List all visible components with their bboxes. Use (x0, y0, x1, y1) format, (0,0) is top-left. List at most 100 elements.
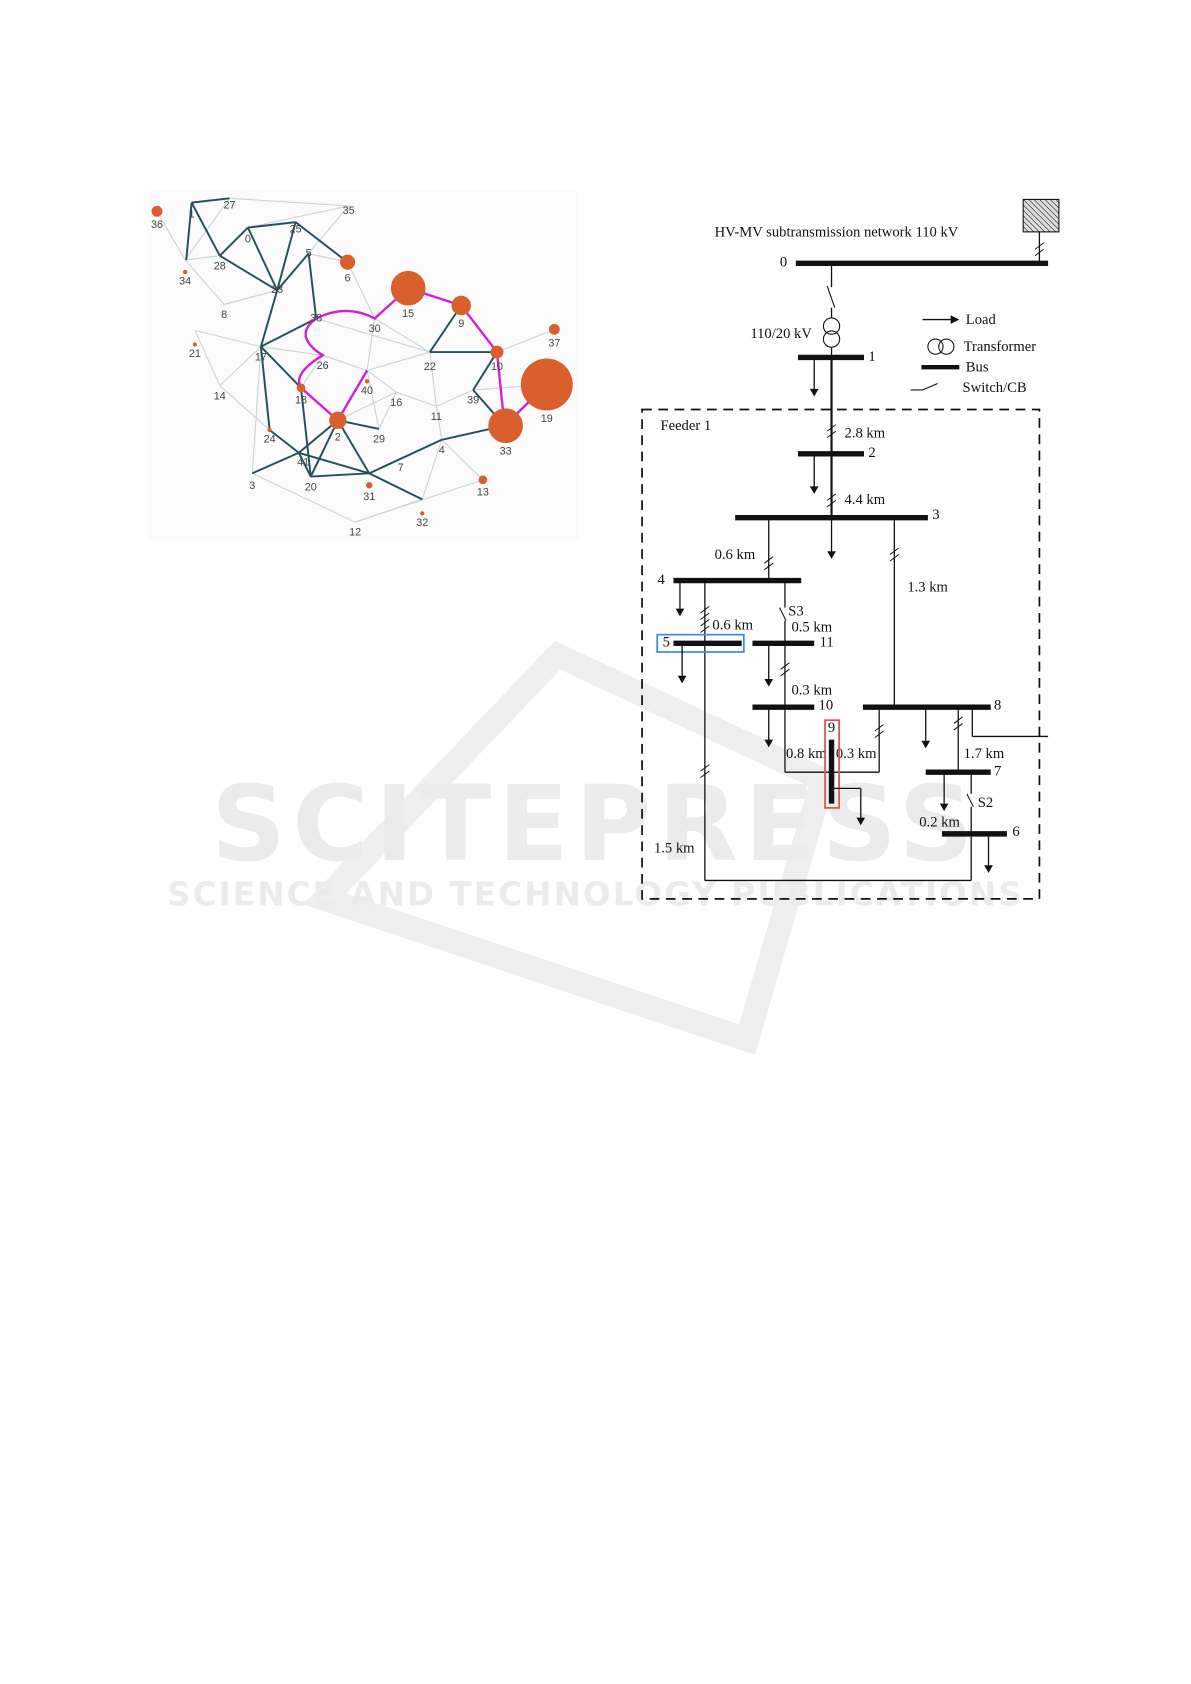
node (548, 323, 560, 335)
grid-hatch (1022, 226, 1029, 233)
edge (374, 318, 431, 353)
edge (496, 328, 555, 353)
edge (184, 198, 230, 261)
load-arrow (984, 865, 993, 873)
node-label: 17 (255, 351, 267, 363)
edge (260, 346, 323, 356)
edge-heavy (297, 452, 312, 478)
edge-heavy (368, 472, 423, 501)
node-label: 41 (297, 456, 309, 468)
node-label: 23 (271, 284, 283, 296)
grid-source (1022, 198, 1060, 233)
node-label: 9 (458, 318, 464, 330)
edge-heavy (276, 221, 297, 291)
node-label: 10 (491, 361, 503, 373)
grid-hatch (1022, 210, 1046, 233)
single-line-diagram: HV-MV subtransmission network 110 kV0110… (641, 198, 1060, 900)
edge-heavy (219, 254, 278, 292)
node (329, 411, 347, 429)
edge (435, 406, 443, 440)
node-label: 5 (306, 247, 312, 259)
diagram-label: 1.5 km (654, 840, 695, 856)
diagram-label: 7 (994, 764, 1001, 780)
diagram-label: 4 (657, 572, 665, 588)
load-arrow (809, 388, 819, 397)
load-arrow (677, 675, 687, 684)
edge (441, 439, 484, 481)
diagram-label: 2.8 km (845, 426, 886, 442)
diagram-label: 3 (932, 507, 939, 523)
edge (247, 205, 349, 229)
load-arrow (856, 817, 866, 826)
diagram-label: Feeder 1 (660, 418, 711, 434)
edge-heavy (276, 252, 310, 291)
transformer-winding (938, 338, 955, 355)
transformer-winding (927, 338, 944, 355)
node-label: 27 (224, 200, 236, 212)
wire (922, 382, 938, 391)
edge (366, 370, 380, 430)
diagram-label: 0.6 km (715, 547, 756, 563)
node-label: 22 (424, 361, 436, 373)
hatch (700, 606, 710, 614)
node (182, 269, 188, 275)
diagram-label: 0.3 km (836, 746, 877, 762)
grid-hatch (1033, 199, 1060, 225)
highlight-box (824, 719, 840, 809)
node-label: 19 (541, 413, 553, 425)
diagram-label: Load (966, 312, 997, 328)
edge-heavy (368, 438, 443, 475)
hatch (874, 730, 884, 738)
highlight-box (656, 633, 745, 653)
node-label: 39 (467, 395, 479, 407)
edge-heavy (247, 221, 296, 229)
edge (354, 479, 484, 523)
diagram-label: Switch/CB (963, 380, 1027, 396)
diagram-label: 1.7 km (964, 746, 1005, 762)
node (364, 379, 370, 384)
node (488, 408, 523, 444)
diagram-label: 0.8 km (786, 746, 827, 762)
diagram-label: 110/20 kV (750, 326, 812, 342)
load-arrow (921, 740, 931, 749)
edge-heavy (260, 317, 317, 348)
node-label: 24 (264, 434, 276, 446)
edge-heavy (251, 451, 300, 475)
node (478, 475, 488, 485)
node-label: 1 (189, 208, 195, 220)
node-label: 16 (390, 397, 402, 409)
node-label: 4 (439, 444, 445, 456)
diagram-label: Transformer (964, 339, 1037, 355)
node (339, 254, 356, 270)
edge (251, 346, 262, 474)
node-label: 3 (249, 480, 255, 492)
load-arrow (764, 679, 774, 687)
transformer-winding (822, 317, 841, 335)
node-label: 26 (317, 360, 329, 372)
node-label: 33 (500, 446, 512, 458)
hatch (826, 424, 837, 432)
edge (219, 385, 270, 431)
hatch (826, 493, 837, 501)
edge (194, 329, 262, 348)
node (390, 270, 426, 306)
grid-hatch (1022, 220, 1035, 233)
node-label: 29 (373, 434, 385, 446)
node-label: 21 (189, 348, 201, 360)
edge (378, 391, 397, 430)
node (365, 481, 373, 489)
node-label: 34 (179, 276, 191, 288)
diagram-label: 0.5 km (791, 620, 832, 636)
hatch (700, 770, 710, 778)
node-label: 2 (335, 431, 341, 443)
switch (779, 607, 787, 621)
edge-heavy (310, 472, 370, 478)
edge-heavy (336, 419, 371, 474)
edge (322, 354, 368, 371)
hatch (764, 562, 774, 571)
diagram-label: 6 (1012, 824, 1019, 840)
edge (308, 205, 350, 254)
edge-heavy (260, 290, 279, 347)
hatch (764, 556, 774, 564)
